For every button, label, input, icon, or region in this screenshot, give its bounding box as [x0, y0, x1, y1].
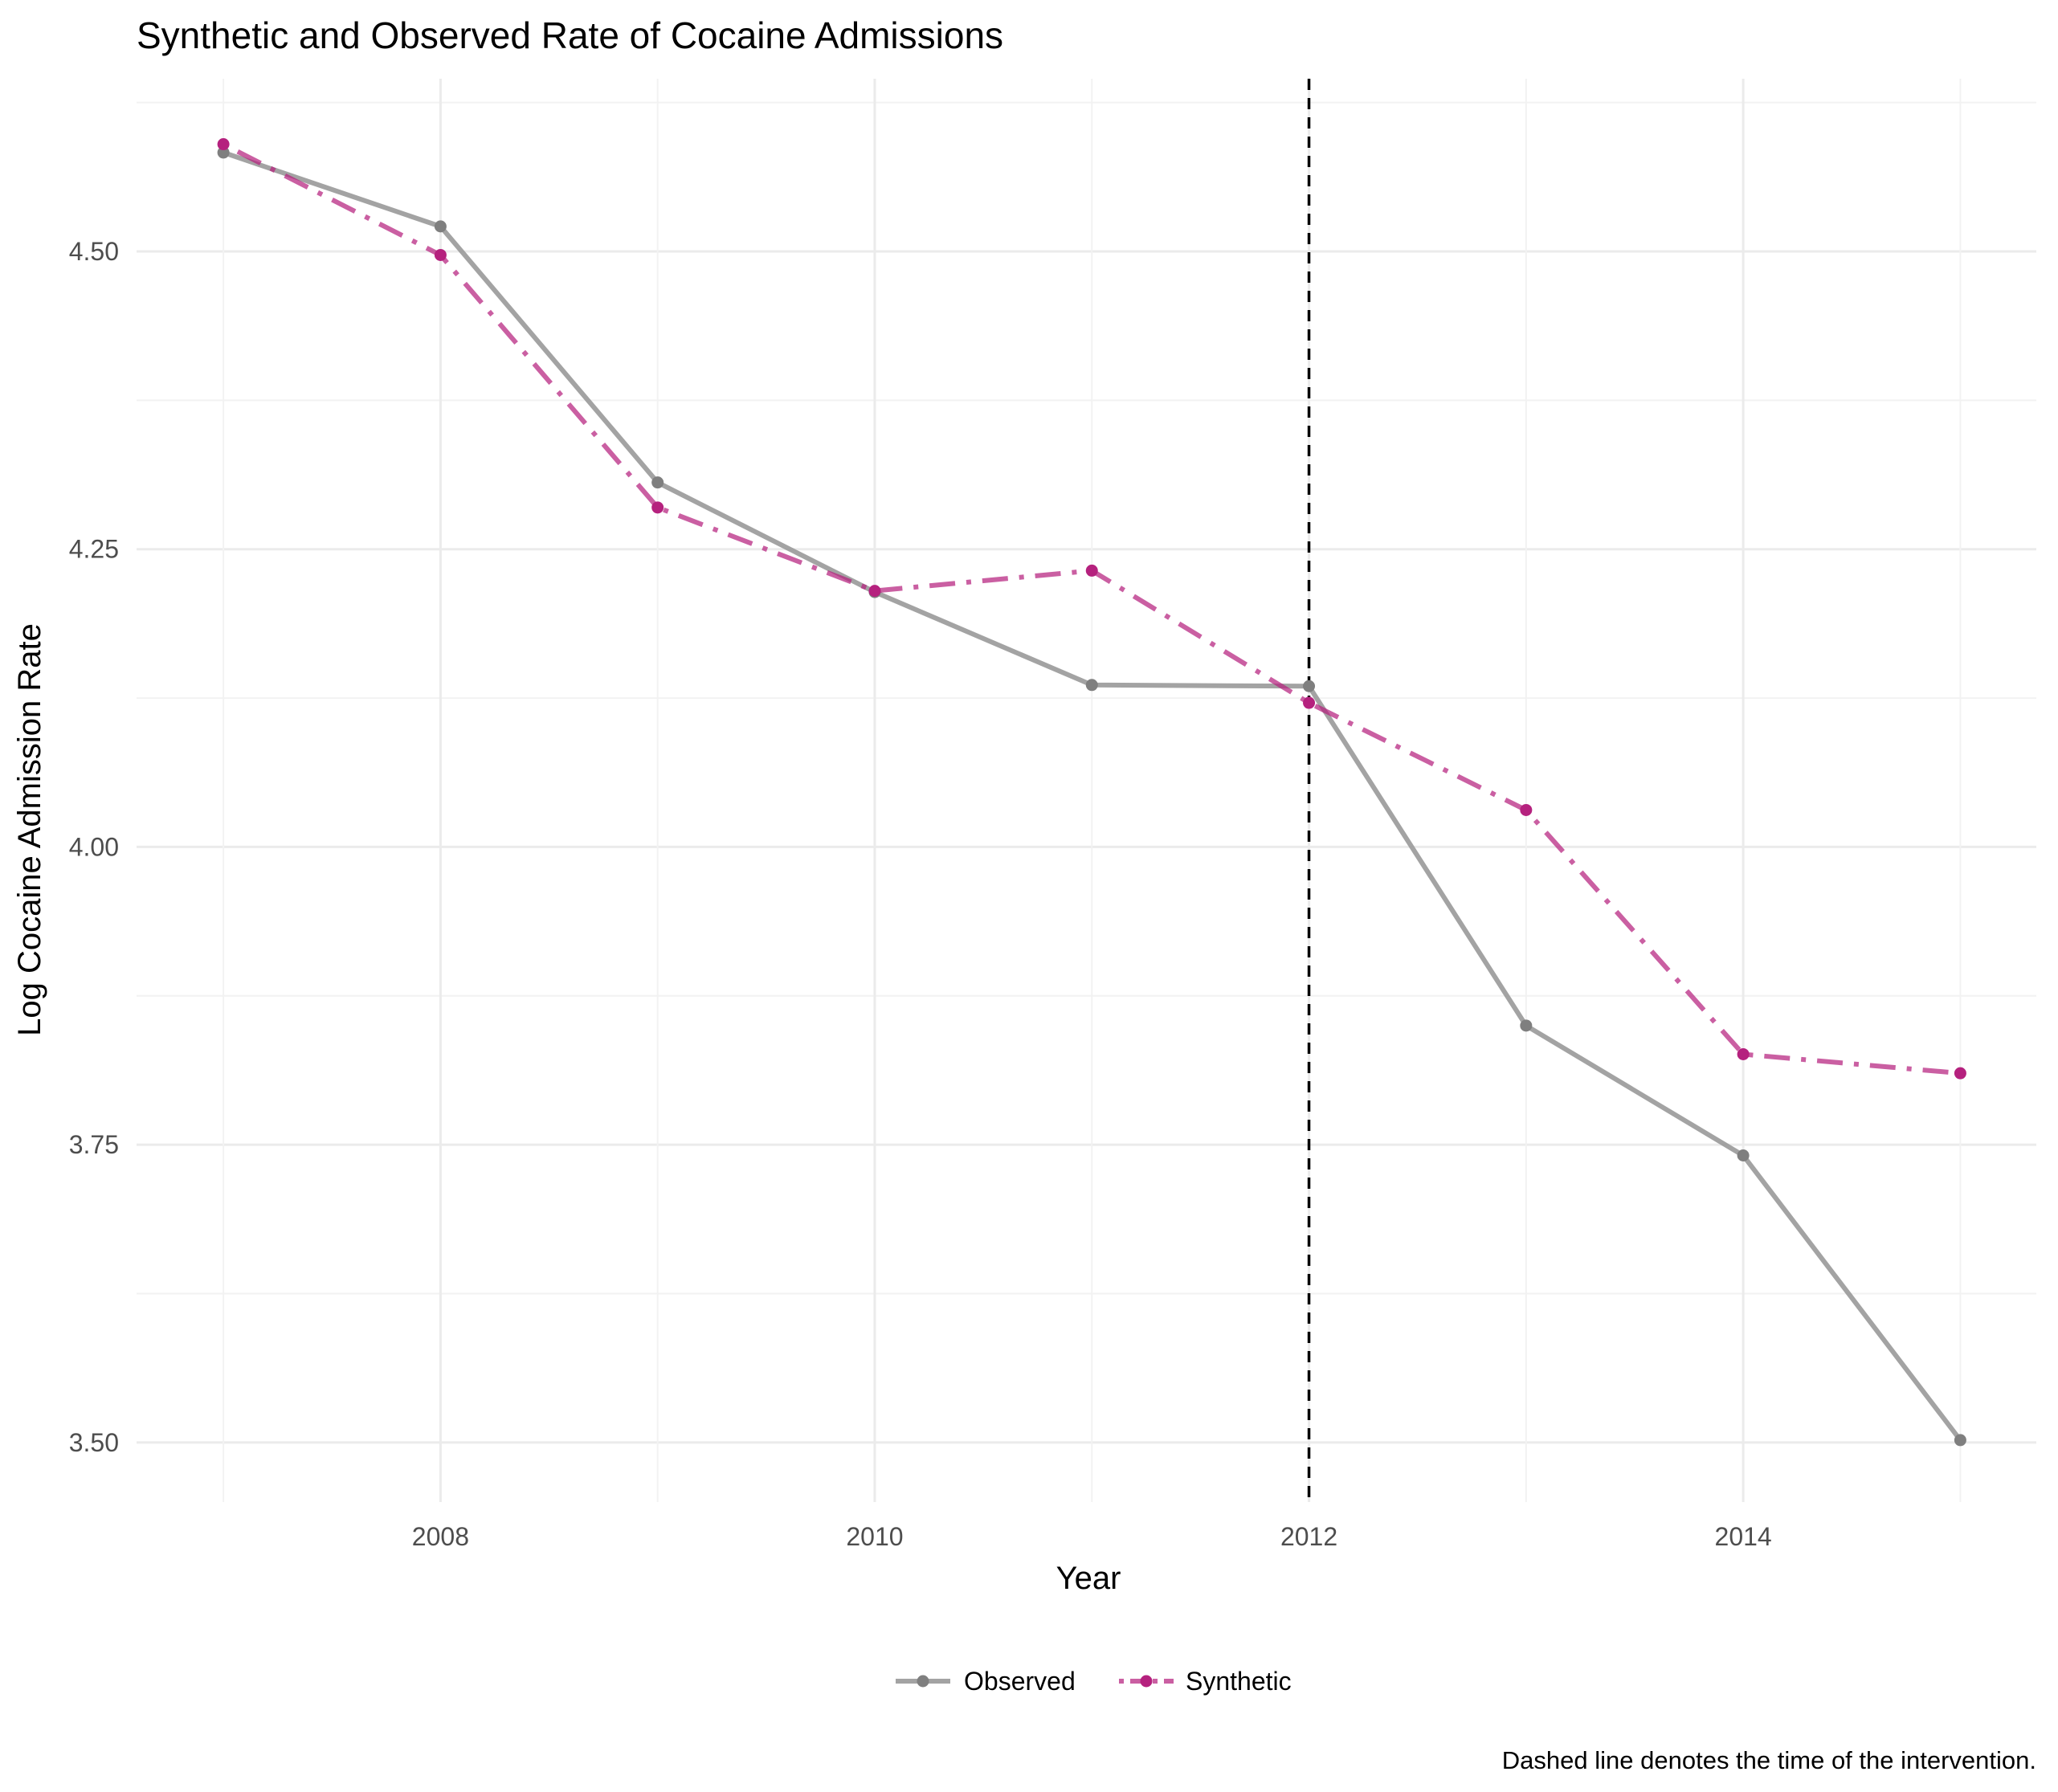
data-point-synthetic [1085, 564, 1098, 577]
data-point-observed [434, 220, 447, 233]
y-tick-label: 4.25 [69, 535, 119, 564]
legend-key-point-observed [917, 1675, 929, 1688]
data-point-synthetic [434, 248, 447, 261]
data-point-synthetic [1737, 1047, 1750, 1060]
series-group [217, 138, 1966, 1447]
legend: Observed Synthetic [896, 1667, 1292, 1696]
data-point-observed [1954, 1434, 1966, 1447]
legend-key-point-synthetic [1140, 1675, 1153, 1688]
x-axis-title: Year [1056, 1561, 1121, 1596]
y-axis-title: Log Cocaine Admission Rate [12, 623, 47, 1036]
caption: Dashed line denotes the time of the inte… [1502, 1746, 2036, 1774]
chart-title: Synthetic and Observed Rate of Cocaine A… [137, 14, 1003, 56]
y-tick-label: 3.75 [69, 1130, 119, 1159]
data-point-observed [1737, 1149, 1750, 1161]
data-point-synthetic [1520, 803, 1533, 816]
data-point-synthetic [868, 585, 881, 598]
x-tick-label: 2012 [1280, 1522, 1337, 1551]
x-tick-label: 2010 [846, 1522, 903, 1551]
x-tick-label: 2014 [1715, 1522, 1772, 1551]
data-point-synthetic [651, 501, 664, 514]
x-tick-label: 2008 [412, 1522, 469, 1551]
data-point-observed [1303, 680, 1316, 692]
data-point-observed [217, 146, 230, 159]
y-tick-label: 4.50 [69, 237, 119, 266]
y-tick-label: 3.50 [69, 1428, 119, 1457]
y-tick-label: 4.00 [69, 832, 119, 861]
legend-label-synthetic: Synthetic [1186, 1667, 1292, 1696]
legend-label-observed: Observed [964, 1667, 1076, 1696]
data-point-observed [1085, 679, 1098, 692]
data-point-observed [651, 476, 664, 489]
grid [137, 79, 2036, 1502]
tick-labels: 3.50 3.75 4.00 4.25 4.50 2008 2010 2012 2014 [69, 237, 1772, 1551]
data-point-synthetic [1954, 1067, 1966, 1080]
data-point-synthetic [217, 138, 230, 151]
data-point-observed [1520, 1019, 1533, 1032]
data-point-synthetic [1303, 696, 1316, 709]
